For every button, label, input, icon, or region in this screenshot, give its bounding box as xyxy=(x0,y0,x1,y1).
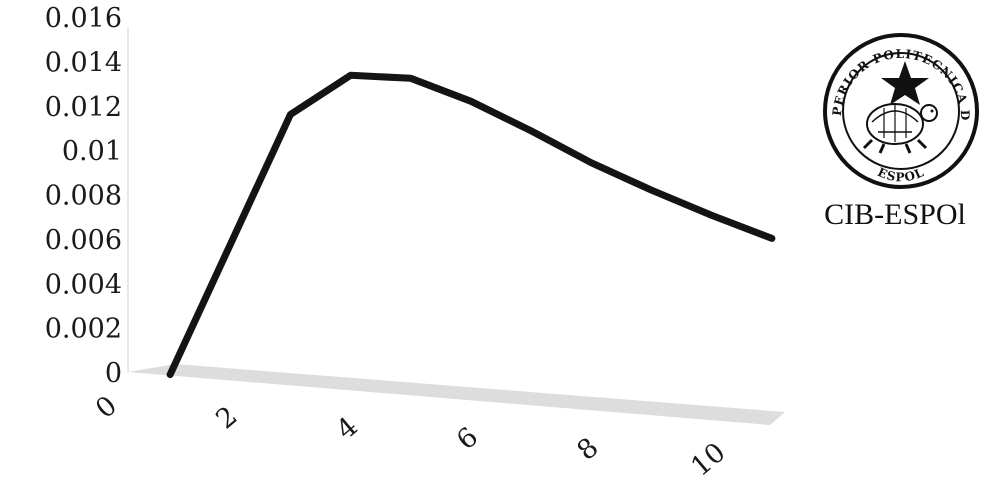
y-tick-label: 0 xyxy=(105,358,122,389)
data-point xyxy=(589,161,593,165)
data-point xyxy=(168,373,172,377)
espol-seal: ESCUELA SUPERIOR POLITECNICA DEL LITORAL… xyxy=(0,0,979,231)
y-tick-label: 0.006 xyxy=(45,225,122,256)
seal-inner-ring xyxy=(842,52,960,170)
x-tick-label: 6 xyxy=(451,422,484,457)
y-tick-label: 0.01 xyxy=(62,136,122,167)
y-tick-label: 0.004 xyxy=(45,269,122,300)
data-point xyxy=(650,188,654,192)
data-point xyxy=(529,129,533,133)
x-tick-label: 4 xyxy=(331,411,364,446)
series-group xyxy=(166,71,776,379)
y-tick-label: 0.014 xyxy=(45,47,122,78)
y-tick-label: 0.012 xyxy=(45,92,122,123)
seal-caption: CIB-ESPOl xyxy=(824,198,966,231)
chart-floor xyxy=(128,364,785,425)
data-point xyxy=(409,76,413,80)
series-line xyxy=(166,71,776,379)
y-tick-label: 0.008 xyxy=(45,181,122,212)
data-point xyxy=(469,99,473,103)
seal-text-bottom: ESPOL xyxy=(875,165,926,184)
star-icon xyxy=(881,61,929,105)
data-point xyxy=(710,213,714,217)
x-tick-label: 10 xyxy=(685,437,731,483)
data-point xyxy=(349,73,353,77)
y-tick-label: 0.016 xyxy=(45,3,122,34)
y-axis-ticks: 0 0.002 0.004 0.006 0.008 0.01 0.012 0.014 0.016 xyxy=(45,3,129,389)
x-tick-label: 0 xyxy=(90,390,123,425)
turtle-icon xyxy=(862,103,938,154)
x-tick-label: 8 xyxy=(571,432,604,467)
data-point xyxy=(770,236,774,240)
x-tick-label: 2 xyxy=(210,401,243,436)
data-point xyxy=(289,112,292,116)
y-tick-label: 0.002 xyxy=(45,314,122,345)
